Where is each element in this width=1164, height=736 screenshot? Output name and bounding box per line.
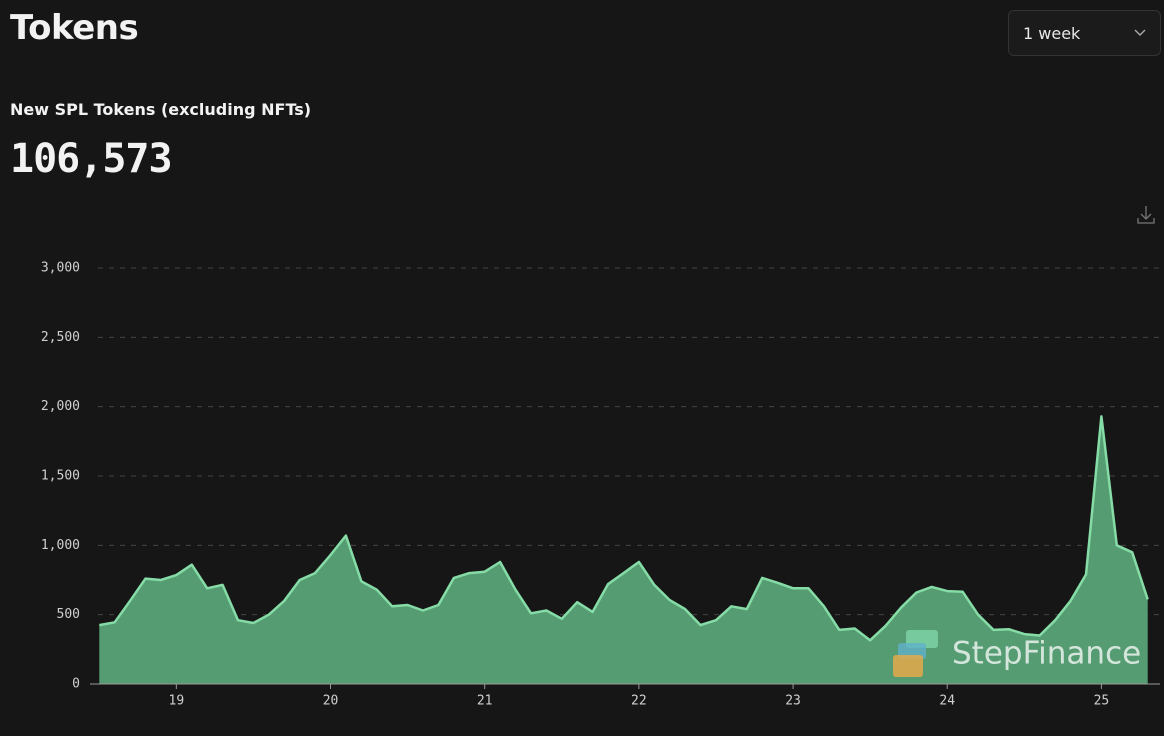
area xyxy=(99,416,1148,684)
y-tick-label: 0 xyxy=(72,677,80,692)
subtitle: New SPL Tokens (excluding NFTs) xyxy=(10,100,312,119)
watermark-logo xyxy=(893,630,938,677)
line xyxy=(99,415,1149,642)
range-dropdown[interactable]: 1 week xyxy=(1008,10,1161,56)
x-tick-label: 25 xyxy=(1094,694,1110,709)
y-tick-label: 500 xyxy=(57,607,80,622)
download-icon[interactable] xyxy=(1137,206,1155,224)
y-tick-label: 2,500 xyxy=(41,330,80,345)
watermark: StepFinance xyxy=(952,636,1141,672)
x-tick-label: 22 xyxy=(631,694,647,709)
range-label: 1 week xyxy=(1023,24,1081,43)
y-tick-label: 3,000 xyxy=(41,261,80,276)
x-tick-label: 20 xyxy=(323,694,339,709)
chevron xyxy=(1134,29,1146,36)
total: 106,573 xyxy=(10,136,173,182)
y-tick-label: 2,000 xyxy=(41,399,80,414)
x-tick-label: 21 xyxy=(477,694,493,709)
x-tick-label: 19 xyxy=(169,694,185,709)
x-tick-label: 24 xyxy=(939,694,955,709)
y-tick-label: 1,000 xyxy=(41,538,80,553)
y-tick-label: 1,500 xyxy=(41,469,80,484)
page-title: Tokens xyxy=(10,8,139,48)
x-tick-label: 23 xyxy=(785,694,801,709)
